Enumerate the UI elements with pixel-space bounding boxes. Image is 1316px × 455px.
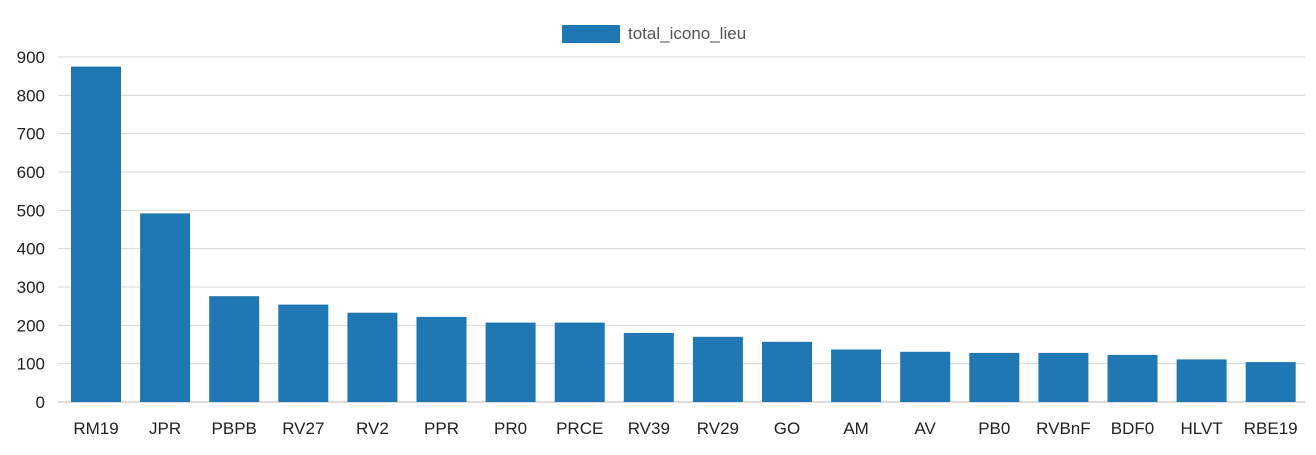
y-tick-label: 500 xyxy=(17,201,45,220)
bar-rv27[interactable] xyxy=(278,304,329,402)
x-tick-label: GO xyxy=(774,419,800,438)
y-tick-label: 200 xyxy=(17,316,45,335)
bar-pb0[interactable] xyxy=(969,352,1020,402)
bar-bdf0[interactable] xyxy=(1107,354,1158,402)
legend[interactable]: total_icono_lieu xyxy=(562,24,746,43)
x-tick-label: AV xyxy=(914,419,936,438)
x-tick-label: PPR xyxy=(424,419,459,438)
y-tick-label: 400 xyxy=(17,240,45,259)
y-tick-label: 900 xyxy=(17,48,45,67)
bar-am[interactable] xyxy=(831,349,882,403)
y-tick-label: 700 xyxy=(17,125,45,144)
x-tick-label: JPR xyxy=(149,419,181,438)
bar-rv2[interactable] xyxy=(347,312,398,402)
x-tick-label: RV27 xyxy=(282,419,324,438)
y-tick-label: 100 xyxy=(17,355,45,374)
y-gridlines xyxy=(58,56,1305,403)
bar-pr0[interactable] xyxy=(485,322,536,402)
x-tick-label: RV2 xyxy=(356,419,389,438)
bar-rvbnf[interactable] xyxy=(1038,352,1089,402)
x-tick-label: RV29 xyxy=(697,419,739,438)
legend-label[interactable]: total_icono_lieu xyxy=(628,24,746,43)
y-axis-tick-labels: 0 100 200 300 400 500 600 700 800 900 xyxy=(17,48,45,412)
bar-prce[interactable] xyxy=(554,322,605,402)
x-tick-label: RV39 xyxy=(628,419,670,438)
x-tick-label: BDF0 xyxy=(1111,419,1154,438)
bar-go[interactable] xyxy=(762,341,812,402)
y-tick-label: 0 xyxy=(36,393,45,412)
y-tick-label: 600 xyxy=(17,163,45,182)
x-tick-label: PR0 xyxy=(494,419,527,438)
bar-rbe19[interactable] xyxy=(1245,362,1296,402)
x-tick-label: PBPB xyxy=(212,419,257,438)
legend-swatch[interactable] xyxy=(562,25,620,43)
bar-pbpb[interactable] xyxy=(209,296,260,402)
bars xyxy=(71,66,1296,403)
bar-rv39[interactable] xyxy=(623,333,674,402)
y-tick-label: 800 xyxy=(17,86,45,105)
bar-av[interactable] xyxy=(900,351,951,402)
x-tick-label: AM xyxy=(843,419,869,438)
x-tick-label: RM19 xyxy=(73,419,118,438)
x-axis-tick-labels: RM19 JPR PBPB RV27 RV2 PPR PR0 PRCE RV39 RV29 GO AM… xyxy=(73,419,1297,438)
bar-rv29[interactable] xyxy=(692,336,743,402)
x-tick-label: PRCE xyxy=(556,419,603,438)
bar-jpr[interactable] xyxy=(140,213,191,402)
bar-hlvt[interactable] xyxy=(1176,359,1227,402)
x-tick-label: HLVT xyxy=(1180,419,1222,438)
x-tick-label: RVBnF xyxy=(1036,419,1091,438)
bar-ppr[interactable] xyxy=(416,316,467,402)
x-tick-label: RBE19 xyxy=(1244,419,1298,438)
x-tick-label: PB0 xyxy=(978,419,1010,438)
y-tick-label: 300 xyxy=(17,278,45,297)
bar-rm19[interactable] xyxy=(71,66,121,402)
